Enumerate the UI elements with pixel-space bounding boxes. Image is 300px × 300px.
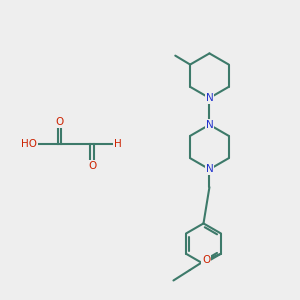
Text: O: O xyxy=(55,117,64,127)
Text: N: N xyxy=(206,93,213,103)
Text: O: O xyxy=(202,255,210,265)
Text: N: N xyxy=(206,120,213,130)
Text: H: H xyxy=(114,139,122,149)
Text: N: N xyxy=(206,164,213,174)
Text: O: O xyxy=(88,161,96,171)
Text: HO: HO xyxy=(21,139,37,149)
